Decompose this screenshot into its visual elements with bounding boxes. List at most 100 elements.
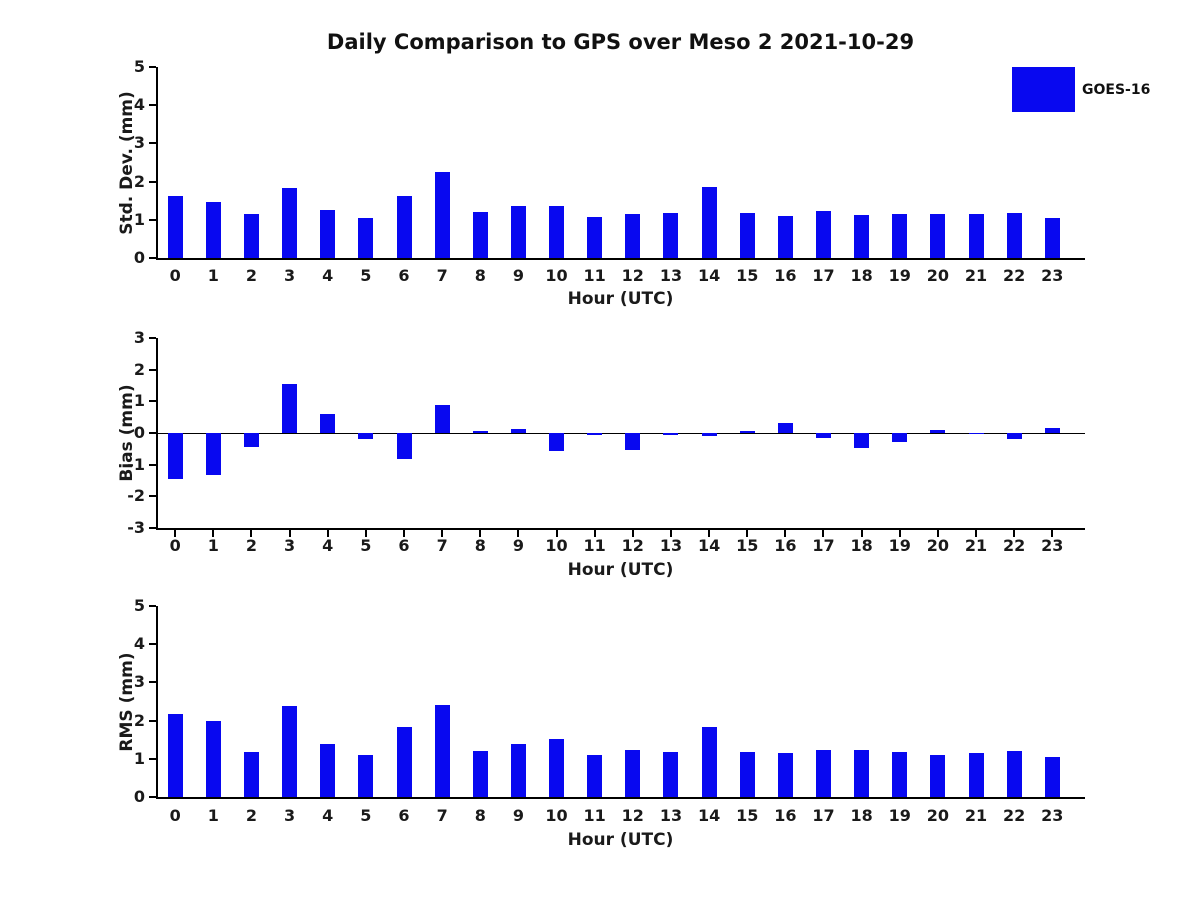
x-tick-label-rms: 0 bbox=[169, 806, 181, 825]
x-tick-bias bbox=[250, 530, 253, 537]
x-tick-label-rms: 2 bbox=[245, 806, 258, 825]
bar-stddev-hour-2 bbox=[243, 214, 259, 258]
x-tick-label-bias: 9 bbox=[512, 536, 524, 555]
bar-stddev-hour-23 bbox=[1044, 218, 1060, 258]
x-tick-label-stddev: 0 bbox=[169, 266, 181, 285]
bar-bias-hour-7 bbox=[434, 404, 450, 433]
bar-bias-hour-16 bbox=[777, 422, 793, 433]
bar-stddev-hour-6 bbox=[396, 195, 412, 258]
x-tick-label-stddev: 11 bbox=[583, 266, 606, 285]
x-tick-bias bbox=[784, 530, 787, 537]
bar-bias-hour-3 bbox=[282, 383, 298, 433]
x-tick-label-bias: 16 bbox=[774, 536, 797, 555]
bar-rms-hour-9 bbox=[510, 744, 526, 797]
y-tick-stddev bbox=[149, 218, 156, 221]
bar-bias-hour-0 bbox=[167, 433, 183, 479]
x-tick-bias bbox=[822, 530, 825, 537]
bar-bias-hour-2 bbox=[243, 433, 259, 448]
x-tick-label-bias: 18 bbox=[850, 536, 873, 555]
y-axis-rms bbox=[156, 606, 158, 799]
x-tick-label-rms: 10 bbox=[545, 806, 568, 825]
x-tick-bias bbox=[669, 530, 672, 537]
y-tick-rms bbox=[149, 796, 156, 798]
bar-stddev-hour-0 bbox=[167, 195, 183, 258]
y-tick-rms bbox=[149, 643, 156, 646]
y-tick-stddev bbox=[149, 66, 156, 68]
bar-bias-hour-1 bbox=[205, 433, 221, 475]
x-tick-label-stddev: 7 bbox=[436, 266, 448, 285]
y-tick-label-rms: 3 bbox=[133, 672, 145, 692]
x-tick-label-rms: 21 bbox=[964, 806, 988, 825]
x-axis-rms bbox=[156, 797, 1085, 799]
x-tick-label-stddev: 2 bbox=[245, 266, 258, 285]
x-tick-label-bias: 19 bbox=[888, 536, 911, 555]
x-axis-stddev bbox=[156, 258, 1085, 260]
bar-bias-hour-12 bbox=[625, 433, 641, 451]
bar-bias-hour-18 bbox=[854, 433, 870, 448]
x-tick-label-bias: 22 bbox=[1003, 536, 1026, 555]
x-tick-label-bias: 10 bbox=[545, 536, 568, 555]
x-tick-bias bbox=[517, 530, 520, 537]
bar-rms-hour-12 bbox=[625, 749, 641, 797]
x-tick-label-stddev: 21 bbox=[964, 266, 988, 285]
x-axis-bias bbox=[156, 528, 1085, 530]
y-axis-label-stddev: Std. Dev. (mm) bbox=[117, 90, 137, 235]
x-tick-bias bbox=[174, 530, 177, 537]
y-tick-bias bbox=[149, 463, 156, 466]
x-tick-label-stddev: 4 bbox=[322, 266, 334, 285]
x-tick-label-stddev: 13 bbox=[659, 266, 683, 285]
bar-bias-hour-8 bbox=[472, 431, 488, 433]
bar-bias-hour-13 bbox=[663, 433, 679, 435]
x-tick-label-rms: 18 bbox=[850, 806, 873, 825]
x-tick-label-rms: 15 bbox=[736, 806, 759, 825]
x-tick-label-bias: 17 bbox=[812, 536, 835, 555]
x-tick-label-stddev: 6 bbox=[398, 266, 410, 285]
bar-bias-hour-5 bbox=[358, 433, 374, 440]
bar-stddev-hour-15 bbox=[739, 212, 755, 258]
bar-bias-hour-22 bbox=[1006, 433, 1022, 439]
x-tick-label-rms: 16 bbox=[774, 806, 797, 825]
x-tick-label-rms: 1 bbox=[207, 806, 219, 825]
x-tick-label-bias: 1 bbox=[207, 536, 219, 555]
y-tick-rms bbox=[149, 681, 156, 684]
bar-bias-hour-4 bbox=[320, 414, 336, 433]
x-tick-label-bias: 21 bbox=[964, 536, 988, 555]
bar-stddev-hour-14 bbox=[701, 186, 717, 258]
bar-rms-hour-10 bbox=[549, 739, 565, 797]
x-tick-label-stddev: 23 bbox=[1041, 266, 1064, 285]
y-axis-stddev bbox=[156, 67, 158, 260]
bar-rms-hour-11 bbox=[587, 755, 603, 797]
bar-stddev-hour-5 bbox=[358, 217, 374, 258]
x-tick-label-rms: 13 bbox=[659, 806, 683, 825]
x-tick-label-stddev: 14 bbox=[697, 266, 721, 285]
bar-rms-hour-6 bbox=[396, 727, 412, 797]
x-tick-bias bbox=[1051, 530, 1054, 537]
y-tick-label-bias: -3 bbox=[127, 518, 145, 537]
x-tick-bias bbox=[441, 530, 444, 537]
bar-stddev-hour-7 bbox=[434, 172, 450, 258]
x-tick-label-stddev: 5 bbox=[360, 266, 372, 285]
x-tick-label-stddev: 17 bbox=[812, 266, 835, 285]
bar-stddev-hour-9 bbox=[510, 205, 526, 258]
bar-bias-hour-10 bbox=[549, 433, 565, 452]
y-axis-label-rms: RMS (mm) bbox=[117, 651, 137, 752]
x-tick-bias bbox=[860, 530, 863, 537]
x-tick-label-rms: 11 bbox=[583, 806, 606, 825]
x-tick-label-stddev: 18 bbox=[850, 266, 873, 285]
bar-stddev-hour-10 bbox=[549, 205, 565, 258]
x-tick-label-stddev: 10 bbox=[545, 266, 568, 285]
x-tick-label-bias: 5 bbox=[360, 536, 372, 555]
y-tick-bias bbox=[149, 527, 156, 529]
x-tick-label-stddev: 16 bbox=[774, 266, 797, 285]
x-tick-label-bias: 8 bbox=[474, 536, 486, 555]
y-tick-rms bbox=[149, 605, 156, 607]
bar-rms-hour-16 bbox=[777, 753, 793, 797]
y-tick-label-stddev: 3 bbox=[133, 133, 145, 153]
bar-rms-hour-1 bbox=[205, 720, 221, 797]
x-tick-label-rms: 5 bbox=[360, 806, 372, 825]
bar-stddev-hour-8 bbox=[472, 211, 488, 258]
x-tick-bias bbox=[212, 530, 215, 537]
bar-rms-hour-22 bbox=[1006, 751, 1022, 797]
y-tick-label-bias: -2 bbox=[127, 486, 145, 506]
